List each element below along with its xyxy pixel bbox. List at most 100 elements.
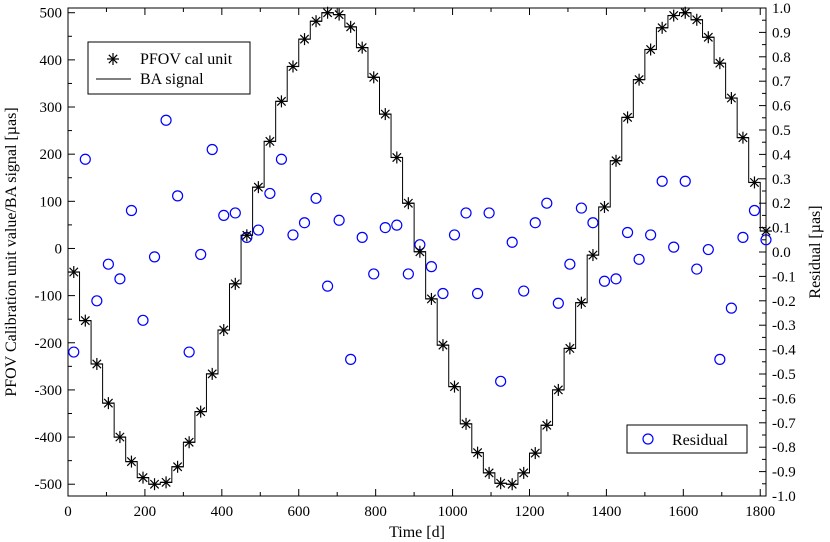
residual-point [391, 219, 403, 231]
pfov-point-stroke [369, 72, 379, 82]
residual-point [333, 214, 345, 226]
residual-point [564, 258, 576, 270]
pfov-point [690, 13, 703, 26]
y2-tick-label: -0.9 [772, 465, 796, 481]
pfov-point-stroke [299, 34, 310, 44]
pfov-point-stroke [599, 202, 610, 212]
y-tick-label: 0 [55, 241, 63, 257]
residual-point [252, 224, 264, 236]
legend-top: PFOV cal unit BA signal [87, 41, 251, 95]
residual-point [114, 273, 126, 285]
residual-point [264, 187, 276, 200]
pfov-point-stroke [115, 432, 125, 442]
pfov-point [229, 277, 242, 290]
pfov-point [344, 20, 357, 33]
pfov-point [760, 225, 772, 238]
pfov-point-stroke [530, 448, 540, 458]
residual-point [668, 241, 680, 253]
pfov-point [483, 466, 496, 479]
y-tick-label: -300 [35, 383, 63, 399]
pfov-point [644, 43, 657, 56]
pfov-point [160, 476, 173, 489]
pfov-point-stroke [276, 96, 287, 106]
x-axis-title: Time [d] [389, 524, 445, 541]
y2-tick-label: 0.6 [772, 99, 791, 115]
residual-point [287, 229, 299, 241]
pfov-point [529, 447, 542, 460]
pfov-point-stroke [392, 152, 402, 163]
residual-point [229, 207, 241, 219]
pfov-point [436, 339, 449, 352]
pfov-point [656, 21, 669, 34]
y2-tick-label: 0.4 [772, 147, 791, 163]
pfov-point-stroke [69, 267, 79, 277]
pfov-point-stroke [346, 22, 356, 32]
y2-tick-label: 0.3 [772, 172, 791, 188]
residual-point [356, 231, 368, 243]
residual-point [206, 143, 218, 156]
legend-bottom: Residual [626, 424, 748, 454]
pfov-point-stroke [126, 456, 137, 467]
pfov-point [286, 60, 299, 73]
pfov-point-stroke [253, 182, 263, 192]
pfov-point [610, 154, 623, 167]
pfov-point [136, 471, 149, 484]
residual-point [725, 302, 737, 314]
pfov-point [333, 8, 346, 21]
y-tick-label: -100 [35, 289, 63, 305]
y2-tick-label: -0.2 [772, 294, 796, 310]
pfov-point [171, 460, 184, 473]
y2-tick-label: 0.9 [772, 25, 791, 41]
pfov-point-stroke [484, 468, 494, 478]
pfov-point-stroke [311, 16, 321, 26]
residual-point [402, 268, 414, 280]
y2-tick-label: 0.1 [772, 221, 791, 237]
pfov-point-stroke [403, 198, 413, 208]
y2-axis-title: Residual [µas] [807, 205, 824, 298]
pfov-point-stroke [426, 294, 437, 304]
pfov-point [713, 57, 726, 70]
pfov-point [402, 197, 415, 210]
pfov-point-stroke [657, 23, 667, 33]
pfov-point-stroke [184, 437, 194, 447]
residual-point [218, 209, 230, 221]
pfov-point-stroke [415, 247, 425, 257]
pfov-point-stroke [472, 447, 483, 458]
pfov-point-stroke [380, 109, 390, 119]
residual-point [679, 175, 691, 187]
pfov-point [194, 405, 207, 418]
pfov-point [79, 314, 92, 327]
pfov-point-stroke [219, 325, 229, 335]
y-tick-label: 100 [40, 194, 63, 210]
pfov-point [298, 33, 311, 46]
pfov-point [413, 245, 426, 258]
pfov-point [263, 135, 276, 148]
y2-tick-label: 0.7 [772, 74, 791, 90]
residual-point [137, 314, 149, 326]
y2-tick-label: -0.5 [772, 367, 796, 383]
pfov-point [575, 296, 588, 309]
x-tick-label: 1200 [514, 504, 544, 520]
y2-tick-label: 0.2 [772, 196, 791, 212]
residual-point [183, 346, 195, 358]
x-tick-label: 1800 [745, 504, 775, 520]
y2-tick-label: -0.7 [772, 416, 796, 432]
pfov-point [506, 478, 519, 491]
pfov-point-stroke [588, 250, 598, 260]
pfov-point-stroke [322, 8, 333, 18]
pfov-point-stroke [449, 381, 460, 392]
plot-area [67, 6, 772, 491]
pfov-point [217, 324, 230, 337]
residual-point [518, 285, 530, 297]
pfov-point [517, 466, 530, 479]
pfov-point-stroke [749, 177, 760, 188]
residual-point [645, 229, 657, 241]
residual-point [691, 263, 703, 275]
pfov-point [448, 380, 461, 393]
pfov-point-stroke [207, 369, 217, 379]
x-tick-label: 200 [134, 504, 157, 520]
residual-point [714, 353, 726, 365]
pfov-point-stroke [242, 230, 252, 240]
pfov-point [748, 176, 761, 189]
